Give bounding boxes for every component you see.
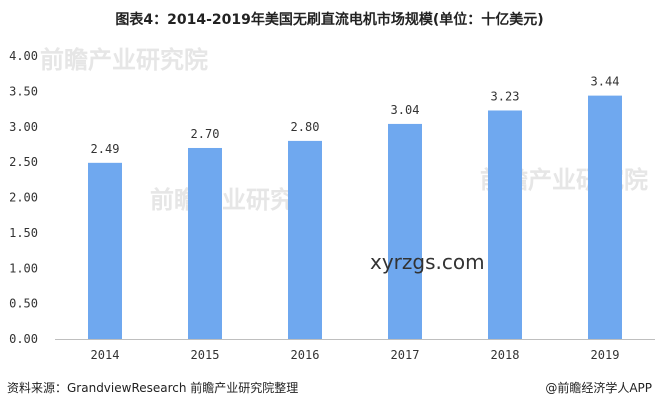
bar-2016 — [288, 140, 322, 339]
data-label-2015: 2.70 — [191, 127, 220, 141]
y-tick-label: 0.50 — [9, 297, 38, 311]
y-axis: 0.00 0.50 1.00 1.50 2.00 2.50 3.00 3.50 4.00 — [9, 49, 38, 346]
x-tick-label: 2015 — [191, 348, 220, 362]
x-tick-label: 2018 — [491, 348, 520, 362]
y-tick-label: 2.50 — [9, 155, 38, 169]
chart-title: 图表4：2014-2019年美国无刷直流电机市场规模(单位：十亿美元) — [115, 12, 544, 28]
x-axis: 2014 2015 2016 2017 2018 2019 — [55, 339, 655, 362]
y-tick-label: 1.00 — [9, 261, 38, 275]
source-note: 资料来源：GrandviewResearch 前瞻产业研究院整理 — [7, 381, 299, 395]
bar-2015 — [188, 147, 222, 339]
y-tick-label: 3.00 — [9, 120, 38, 134]
y-tick-label: 4.00 — [9, 49, 38, 63]
y-tick-label: 3.50 — [9, 84, 38, 98]
x-tick-label: 2019 — [591, 348, 620, 362]
data-label-2019: 3.44 — [591, 75, 620, 89]
bar-2014 — [88, 162, 122, 339]
bar-2019 — [588, 95, 622, 340]
y-tick-label: 1.50 — [9, 226, 38, 240]
data-label-2018: 3.23 — [491, 89, 520, 103]
x-tick-label: 2014 — [91, 348, 120, 362]
data-label-2017: 3.04 — [391, 103, 420, 117]
credit-note: @前瞻经济学人APP — [545, 381, 652, 395]
y-tick-label: 2.00 — [9, 191, 38, 205]
data-label-2016: 2.80 — [291, 120, 320, 134]
data-label-2014: 2.49 — [91, 142, 120, 156]
x-tick-label: 2017 — [391, 348, 420, 362]
bar-2018 — [488, 110, 522, 339]
site-watermark: xyrzgs.com — [370, 250, 485, 274]
bar-2017 — [388, 123, 422, 339]
x-tick-label: 2016 — [291, 348, 320, 362]
y-tick-label: 0.00 — [9, 332, 38, 346]
bars: 2.49 2.70 2.80 3.04 3.23 3.44 — [88, 75, 622, 340]
